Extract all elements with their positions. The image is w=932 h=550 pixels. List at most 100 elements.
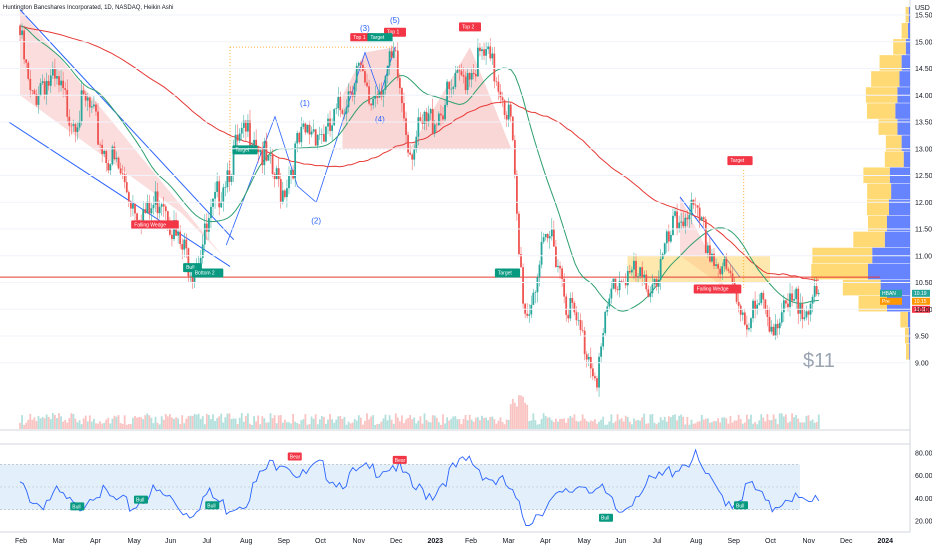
volume-bar [255,421,258,429]
candle-body [423,111,426,124]
volume-bar [271,418,274,429]
volume-bar [197,413,200,429]
profile-bar-blue [889,199,910,216]
candle-body [676,211,678,229]
candle-body [76,127,79,132]
price-tick-label: 12.00 [915,200,932,207]
candle-body [314,129,317,146]
volume-bar [797,418,800,429]
volume-bar [283,419,286,429]
candle-body [745,324,748,330]
candle-body [694,204,697,206]
volume-bar [513,402,516,429]
rsi-signal-badge [287,452,302,461]
candle-body [396,50,399,78]
time-tick-label: 2024 [878,538,894,545]
volume-bar [302,419,305,429]
volume-bar [643,413,646,429]
candle-body [166,211,169,225]
candle-body [173,220,175,240]
candle-body [386,65,389,76]
volume-bar [353,418,356,429]
candle-body [682,221,685,227]
price-tag-name: HBAN [882,291,896,297]
volume-bar [58,413,60,429]
candle-body [286,188,288,198]
rsi-tick-label: 20.00 [915,519,932,526]
candle-body [132,203,134,209]
candle-body [563,278,566,297]
rsi-signal-label: Bull [736,503,744,509]
profile-bar-yellow [866,103,896,119]
volume-bar [181,415,184,429]
price-tick-label: 12.50 [915,173,932,180]
volume-bar [325,423,327,429]
candle-body [440,113,442,116]
candle-body [203,223,206,245]
volume-bar [316,424,319,429]
candle-body [612,278,615,289]
chart-title: Huntington Bancshares Incorporated, 1D, … [3,5,173,11]
volume-bar [758,420,761,429]
candle-body [247,120,249,132]
candle-body [464,76,467,91]
profile-bar-yellow [868,215,887,232]
volume-bar [403,423,405,429]
candle-body [41,81,44,84]
volume-bar [637,419,639,429]
rsi-signal-label: Bull [207,503,215,509]
candle-body [507,104,510,120]
volume-bar [242,421,245,429]
time-tick-label: Aug [690,538,703,545]
volume-bar [90,421,93,429]
candle-body [208,218,210,232]
volume-bar [210,419,212,429]
candle-body [80,90,83,122]
volume-bar [224,417,227,429]
candle-body [304,123,307,133]
volume-bar [240,413,243,429]
volume-bar [281,422,284,429]
candle-body [774,323,777,336]
volume-bar [782,416,785,429]
volume-bar [711,422,713,429]
volume-bar [815,421,818,429]
volume-bar [25,422,28,429]
volume-bar [704,418,707,429]
volume-bar [294,421,297,429]
candle-body [111,146,114,165]
candle-body [561,268,563,279]
candle-body [630,269,633,273]
volume-bar [183,423,186,429]
volume-bar [626,417,629,429]
volume-bar [29,413,32,429]
candle-body [446,81,448,105]
candle-body [600,346,602,357]
volume-bar [337,416,340,429]
candle-body [372,98,375,106]
volume-bar [524,402,527,429]
wedge-fill-1 [20,9,223,256]
volume-bar [678,415,681,429]
volume-bar [676,420,678,429]
rsi-tick-label: 60.00 [915,473,932,480]
volume-bar [460,424,463,429]
volume-bar [68,418,71,429]
volume-bar [62,421,65,429]
candle-body [442,115,444,120]
volume-bar [661,420,664,429]
volume-bar [339,416,342,429]
candle-body [281,190,284,203]
volume-bar [776,424,779,429]
volume-bar [774,418,777,429]
volume-bar [205,413,208,429]
profile-bar-yellow [893,39,906,55]
volume-bar [152,423,155,429]
candle-body [292,170,294,179]
rsi-signal-badge [734,501,748,510]
volume-bar [134,415,136,429]
candle-body [431,109,434,134]
candle-body [639,267,642,277]
volume-bar [349,423,352,429]
